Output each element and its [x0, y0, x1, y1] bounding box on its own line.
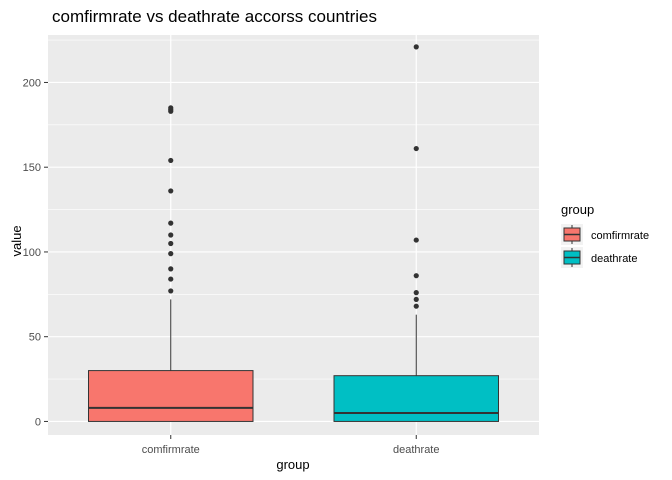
legend-label: deathrate [591, 253, 637, 265]
legend-item-deathrate: deathrate [561, 247, 637, 268]
x-axis-ticks: comfirmrate deathrate [142, 435, 439, 456]
legend-label: comfirmrate [591, 230, 649, 242]
outlier-point [168, 188, 174, 194]
y-tick-label: 0 [35, 416, 41, 428]
y-tick-label: 150 [23, 162, 41, 174]
outlier-point [168, 220, 174, 226]
legend-items: comfirmrate deathrate [561, 224, 649, 268]
box-body [333, 375, 499, 422]
plot-panel [48, 35, 539, 435]
y-axis-title: value [9, 225, 24, 256]
y-tick-label: 50 [29, 332, 41, 344]
y-axis-ticks: 0 50 100 150 200 [23, 77, 48, 428]
legend: group comfirmrate deathrate [561, 202, 649, 268]
legend-item-comfirmrate: comfirmrate [561, 224, 649, 245]
outlier-point [168, 251, 174, 257]
outlier-point [168, 240, 174, 247]
box-body [88, 370, 254, 422]
x-tick-label: comfirmrate [142, 444, 200, 456]
chart-title: comfirmrate vs deathrate accorss countri… [52, 7, 377, 26]
outlier-point [413, 296, 419, 303]
outlier-point [168, 232, 174, 238]
outlier-point [413, 237, 419, 243]
outlier-point [413, 303, 419, 309]
outlier-point [168, 266, 174, 272]
legend-title: group [561, 202, 594, 217]
outlier-point [168, 276, 174, 282]
outlier-point [413, 290, 419, 296]
box-deathrate [333, 44, 499, 422]
outlier-point [413, 273, 419, 279]
outlier-point [168, 105, 174, 111]
outlier-point [168, 288, 174, 294]
boxes [88, 44, 499, 422]
outlier-point [413, 145, 419, 152]
x-axis-title: group [276, 457, 309, 472]
outlier-point [413, 44, 419, 50]
y-tick-label: 100 [23, 247, 41, 259]
box-comfirmrate [88, 105, 254, 422]
x-tick-label: deathrate [393, 444, 439, 456]
outlier-point [168, 157, 174, 164]
y-tick-label: 200 [23, 77, 41, 89]
